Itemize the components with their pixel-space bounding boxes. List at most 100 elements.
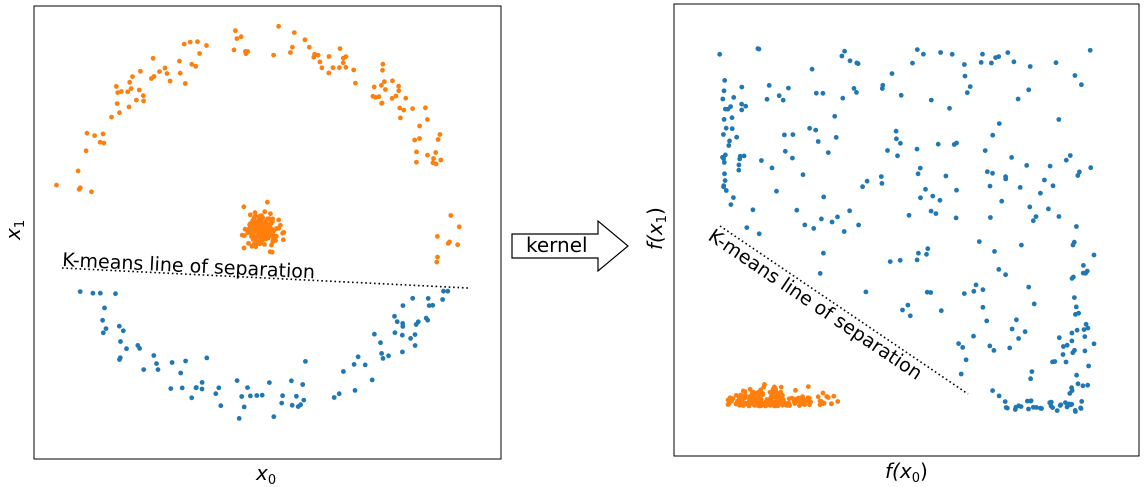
blue-ring-point bbox=[97, 290, 103, 296]
blue-ring-point bbox=[239, 394, 245, 399]
orange-point bbox=[778, 384, 784, 390]
blue-point bbox=[971, 288, 977, 294]
orange-ring-point bbox=[380, 67, 385, 73]
orange-point bbox=[760, 391, 765, 396]
blue-point bbox=[833, 135, 839, 140]
blue-point bbox=[766, 83, 772, 88]
blue-point bbox=[1085, 382, 1091, 388]
orange-ring-point bbox=[245, 49, 251, 54]
blue-ring-point bbox=[369, 377, 375, 383]
blue-point bbox=[1056, 117, 1062, 122]
orange-point bbox=[802, 398, 808, 403]
blue-point bbox=[721, 184, 726, 190]
orange-ring-point bbox=[417, 123, 422, 129]
blue-point bbox=[811, 226, 817, 231]
blue-point bbox=[1011, 59, 1017, 65]
orange-ring-point bbox=[383, 87, 388, 92]
blue-ring-point bbox=[169, 360, 175, 365]
blue-point bbox=[1013, 404, 1019, 410]
blue-point bbox=[769, 165, 775, 171]
orange-point bbox=[742, 389, 748, 394]
orange-ring-point bbox=[233, 28, 238, 34]
blue-point bbox=[987, 343, 993, 349]
orange-ring-point bbox=[197, 51, 203, 56]
orange-cluster-point bbox=[242, 226, 248, 232]
orange-ring-point bbox=[425, 152, 430, 158]
blue-ring-point bbox=[331, 395, 337, 400]
blue-point bbox=[1082, 348, 1088, 354]
blue-point bbox=[721, 117, 727, 122]
orange-point bbox=[746, 401, 751, 407]
orange-ring-point bbox=[276, 23, 281, 29]
blue-ring-point bbox=[77, 289, 83, 294]
blue-point bbox=[947, 105, 952, 111]
blue-point bbox=[879, 181, 885, 186]
blue-point bbox=[980, 287, 986, 293]
blue-ring-point bbox=[183, 358, 189, 364]
blue-point bbox=[1046, 206, 1051, 212]
blue-point bbox=[821, 250, 826, 256]
orange-ring-point bbox=[389, 96, 395, 101]
blue-ring-point bbox=[271, 414, 277, 420]
orange-cluster-point bbox=[247, 212, 253, 218]
blue-point bbox=[727, 138, 732, 144]
blue-point bbox=[954, 140, 959, 146]
orange-cluster-point bbox=[258, 240, 264, 246]
right-separation-line bbox=[719, 225, 969, 395]
orange-ring-point bbox=[382, 79, 387, 85]
blue-point bbox=[825, 150, 831, 156]
blue-point bbox=[962, 73, 968, 79]
orange-ring-point bbox=[456, 224, 462, 230]
blue-point bbox=[1056, 214, 1062, 219]
blue-point bbox=[729, 115, 735, 121]
blue-ring-point bbox=[116, 323, 122, 329]
blue-point bbox=[1075, 173, 1081, 178]
blue-point bbox=[782, 132, 787, 138]
orange-point bbox=[796, 395, 801, 401]
orange-ring-point bbox=[101, 140, 107, 146]
blue-point bbox=[898, 92, 904, 98]
orange-point bbox=[820, 390, 826, 396]
orange-ring-point bbox=[162, 65, 168, 71]
blue-point bbox=[802, 222, 808, 228]
blue-point bbox=[1072, 73, 1078, 78]
orange-ring-point bbox=[398, 115, 403, 121]
blue-point bbox=[813, 127, 819, 133]
blue-ring-point bbox=[179, 385, 185, 391]
blue-ring-point bbox=[267, 380, 272, 385]
orange-ring-point bbox=[437, 132, 443, 137]
blue-point bbox=[1086, 363, 1091, 369]
blue-point bbox=[956, 341, 961, 346]
blue-point bbox=[835, 214, 840, 220]
orange-cluster-point bbox=[267, 225, 273, 231]
blue-point bbox=[928, 290, 934, 295]
orange-ring-point bbox=[136, 87, 142, 93]
blue-point bbox=[963, 357, 969, 363]
orange-ring-point bbox=[177, 58, 182, 64]
orange-ring-point bbox=[390, 78, 395, 84]
blue-ring-point bbox=[137, 346, 143, 351]
orange-cluster-point bbox=[249, 243, 255, 249]
orange-point bbox=[821, 401, 827, 406]
orange-cluster-point bbox=[252, 210, 258, 216]
orange-point bbox=[774, 398, 780, 403]
orange-ring-point bbox=[92, 133, 97, 139]
orange-cluster-point bbox=[241, 245, 247, 251]
blue-point bbox=[739, 84, 745, 90]
orange-ring-point bbox=[204, 43, 209, 48]
orange-cluster-point bbox=[268, 220, 274, 226]
blue-point bbox=[1050, 183, 1056, 189]
blue-ring-point bbox=[425, 317, 431, 323]
orange-point bbox=[761, 384, 767, 390]
right-points bbox=[717, 46, 1097, 414]
orange-cluster-point bbox=[246, 240, 251, 246]
blue-point bbox=[1069, 330, 1075, 336]
blue-point bbox=[1074, 327, 1080, 333]
blue-point bbox=[1028, 376, 1033, 382]
blue-ring-point bbox=[289, 378, 294, 384]
orange-point bbox=[727, 395, 733, 401]
blue-ring-point bbox=[392, 313, 397, 319]
orange-ring-point bbox=[187, 39, 193, 45]
orange-point bbox=[784, 403, 790, 408]
blue-point bbox=[1061, 344, 1066, 349]
